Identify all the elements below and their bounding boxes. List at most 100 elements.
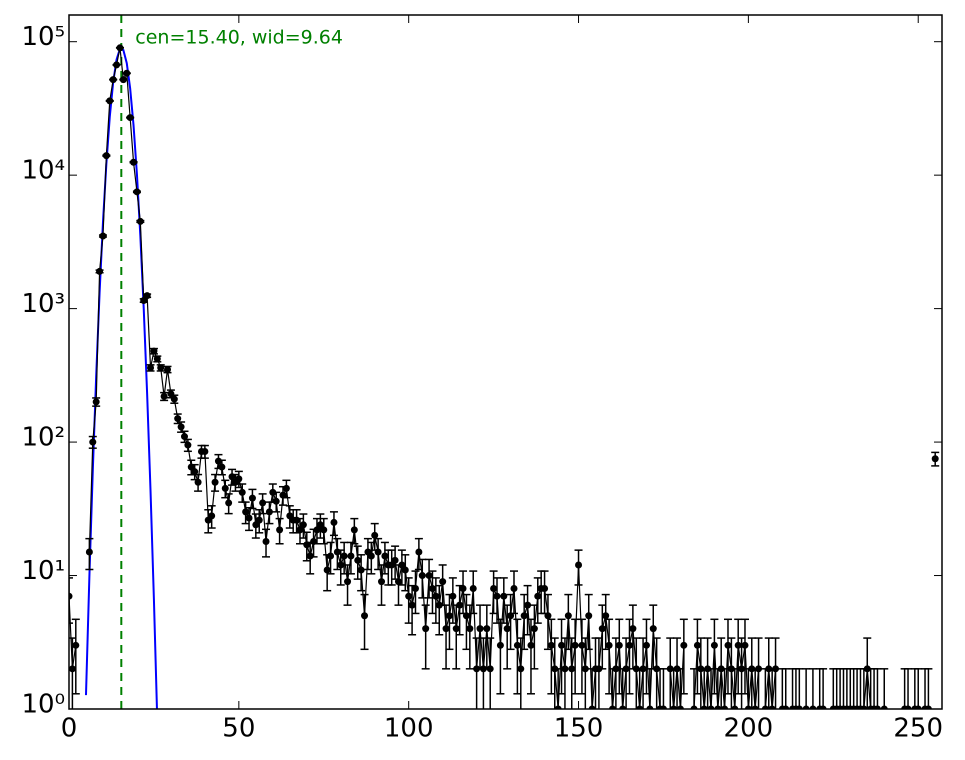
x-tick-label: 150 xyxy=(554,714,604,744)
data-point xyxy=(469,584,477,592)
data-point xyxy=(755,665,763,673)
data-point xyxy=(612,665,620,673)
y-tick-label: 10⁵ xyxy=(21,22,65,52)
data-point xyxy=(517,665,525,673)
data-point xyxy=(259,499,267,507)
data-point xyxy=(422,625,430,633)
data-point xyxy=(690,705,698,709)
data-point xyxy=(214,457,222,465)
data-point xyxy=(109,76,117,84)
data-point xyxy=(452,625,460,633)
data-point xyxy=(147,364,155,372)
data-point xyxy=(768,705,776,709)
data-line xyxy=(88,47,664,709)
data-point xyxy=(541,584,549,592)
data-point xyxy=(490,584,498,592)
data-point xyxy=(585,612,593,620)
data-point xyxy=(439,578,447,586)
data-point xyxy=(486,665,494,673)
data-point xyxy=(381,552,389,560)
data-point xyxy=(738,665,746,673)
data-point xyxy=(761,705,769,709)
data-point xyxy=(432,592,440,600)
data-point xyxy=(741,641,749,649)
data-point xyxy=(238,488,246,496)
data-point xyxy=(296,526,304,534)
data-point xyxy=(513,641,521,649)
data-point xyxy=(160,392,168,400)
data-point xyxy=(676,705,684,709)
data-point xyxy=(177,423,185,431)
data-point xyxy=(398,561,406,569)
data-point xyxy=(133,188,141,196)
data-point xyxy=(496,641,504,649)
x-tick-label: 250 xyxy=(893,714,943,744)
data-point xyxy=(819,705,827,709)
data-point xyxy=(564,612,572,620)
data-point xyxy=(544,612,552,620)
data-point xyxy=(568,665,576,673)
data-point xyxy=(524,601,532,609)
data-point xyxy=(520,612,528,620)
data-point xyxy=(860,705,868,709)
x-tick-label: 200 xyxy=(724,714,774,744)
data-point xyxy=(578,641,586,649)
data-point xyxy=(123,69,131,77)
data-point xyxy=(316,521,324,529)
data-point xyxy=(201,447,209,455)
data-point xyxy=(642,641,650,649)
data-point xyxy=(96,267,104,275)
data-point xyxy=(282,484,290,492)
x-tick-label: 0 xyxy=(61,714,78,744)
data-point xyxy=(136,217,144,225)
data-point xyxy=(208,512,216,520)
data-point xyxy=(619,705,627,709)
data-point xyxy=(262,537,270,545)
data-point xyxy=(361,612,369,620)
data-point xyxy=(126,114,134,122)
y-tick-label: 10¹ xyxy=(21,556,65,586)
data-point xyxy=(602,612,610,620)
data-point xyxy=(367,552,375,560)
data-point xyxy=(174,415,182,423)
data-point xyxy=(588,705,596,709)
data-point xyxy=(731,705,739,709)
data-point xyxy=(69,665,76,673)
data-point xyxy=(527,641,535,649)
data-point xyxy=(530,625,538,633)
data-point xyxy=(378,578,386,586)
data-point xyxy=(680,641,688,649)
data-point xyxy=(242,508,250,516)
data-point xyxy=(170,395,178,403)
data-point xyxy=(330,518,338,526)
data-point xyxy=(714,705,722,709)
plot-frame xyxy=(68,14,943,710)
data-point xyxy=(306,552,314,560)
data-point xyxy=(411,584,419,592)
data-point xyxy=(99,232,107,240)
y-tick-label: 10⁰ xyxy=(21,690,65,720)
data-point xyxy=(609,705,617,709)
data-point xyxy=(130,158,138,166)
data-point xyxy=(371,531,379,539)
data-point xyxy=(327,552,335,560)
data-point xyxy=(629,625,637,633)
data-point xyxy=(248,494,256,502)
y-tick-label: 10⁴ xyxy=(21,156,65,186)
data-point xyxy=(710,641,718,649)
data-point xyxy=(547,641,555,649)
y-tick-label: 10² xyxy=(21,423,65,453)
data-point xyxy=(113,61,121,69)
data-point xyxy=(493,592,501,600)
data-point xyxy=(466,625,474,633)
data-point xyxy=(354,556,362,564)
data-point xyxy=(751,705,759,709)
data-point xyxy=(880,705,888,709)
data-point xyxy=(707,705,715,709)
data-line xyxy=(764,668,777,709)
data-point xyxy=(391,556,399,564)
data-point xyxy=(510,584,518,592)
data-point xyxy=(337,561,345,569)
data-point xyxy=(449,592,457,600)
